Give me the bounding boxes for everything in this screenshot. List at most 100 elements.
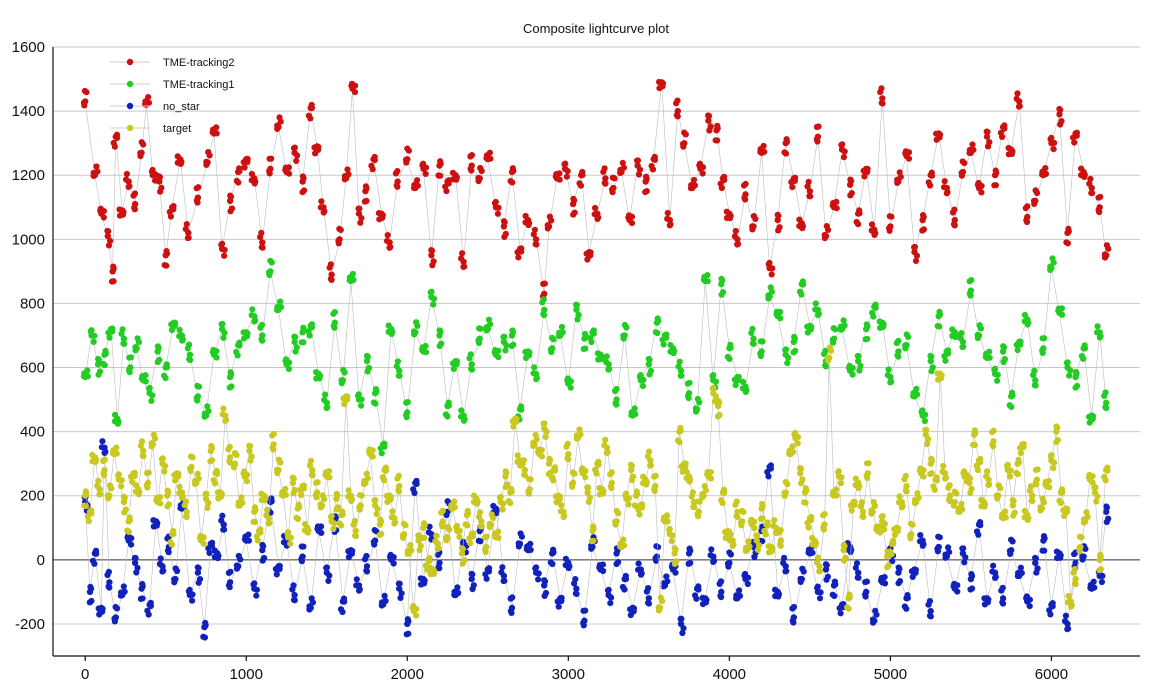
point-dot [495,354,502,361]
data-point [958,158,968,179]
data-point [761,519,771,538]
data-point [791,429,802,447]
point-dot [922,431,929,438]
point-dot [407,542,414,549]
point-dot [927,471,934,478]
data-point [470,492,481,507]
point-dot [888,213,895,220]
point-dot [500,572,507,580]
point-dot [628,462,635,469]
point-dot [428,252,435,259]
point-dot [895,580,902,587]
point-dot [250,518,257,525]
point-dot [993,169,1000,177]
point-dot [985,476,992,483]
point-dot [1039,347,1046,354]
point-dot [784,481,791,488]
point-dot [733,498,740,505]
point-dot [388,330,395,337]
point-dot [759,338,766,345]
point-dot [822,347,829,354]
point-dot [146,390,153,397]
point-dot [902,472,909,479]
point-dot [491,530,499,537]
point-dot [989,441,996,448]
data-point [804,322,815,336]
point-dot [994,377,1001,384]
point-dot [413,480,420,488]
point-dot [740,378,747,385]
data-point [432,532,442,553]
point-dot [577,431,584,438]
point-dot [897,173,904,180]
point-dot [348,497,355,504]
point-dot [145,469,152,476]
point-dot [634,162,641,169]
data-point [699,483,710,501]
point-dot [983,468,991,475]
point-dot [1009,392,1016,399]
data-point [449,169,460,183]
data-point [555,323,566,339]
point-dot [429,262,436,269]
point-dot [941,178,948,185]
point-dot [699,594,706,602]
data-point [780,554,790,575]
point-dot [1096,334,1103,341]
point-dot [1064,364,1071,371]
point-dot [159,563,166,570]
data-point [821,223,832,242]
data-point [878,513,889,533]
point-dot [868,221,876,228]
point-dot [571,197,578,204]
data-point [726,531,737,550]
point-dot [330,525,337,533]
point-dot [518,533,526,540]
point-dot [1039,547,1046,554]
data-point [1101,242,1112,261]
point-dot [603,444,611,451]
point-dot [384,232,391,239]
point-dot [465,510,472,517]
point-dot [345,487,352,494]
point-dot [825,226,832,233]
data-point [717,173,728,192]
point-dot [1083,509,1090,516]
point-dot [646,371,653,378]
data-point [514,245,525,261]
data-point [765,284,776,302]
data-point [363,352,373,375]
point-dot [914,391,921,398]
point-dot [670,350,677,357]
point-dot [296,504,303,511]
point-dot [609,186,616,193]
point-dot [285,365,292,372]
point-dot [1053,548,1060,555]
point-dot [726,215,734,222]
point-dot [233,451,240,459]
point-dot [153,522,160,529]
point-dot [981,503,988,510]
point-dot [213,354,220,361]
data-point [148,166,159,184]
point-dot [699,170,706,177]
data-point [248,170,259,187]
point-dot [904,595,911,602]
data-point [253,526,264,544]
point-dot [619,583,627,591]
data-point [323,564,333,585]
point-dot [992,574,999,582]
data-point [895,493,906,511]
point-dot [251,585,258,592]
point-dot [712,137,719,144]
point-dot [1088,184,1095,192]
point-dot [298,339,305,346]
point-dot [251,313,258,320]
point-dot [1000,344,1008,351]
point-dot [970,146,977,153]
data-point [100,347,109,369]
point-dot [176,483,183,490]
data-point [298,324,307,346]
point-dot [555,603,562,610]
data-point [145,384,156,404]
